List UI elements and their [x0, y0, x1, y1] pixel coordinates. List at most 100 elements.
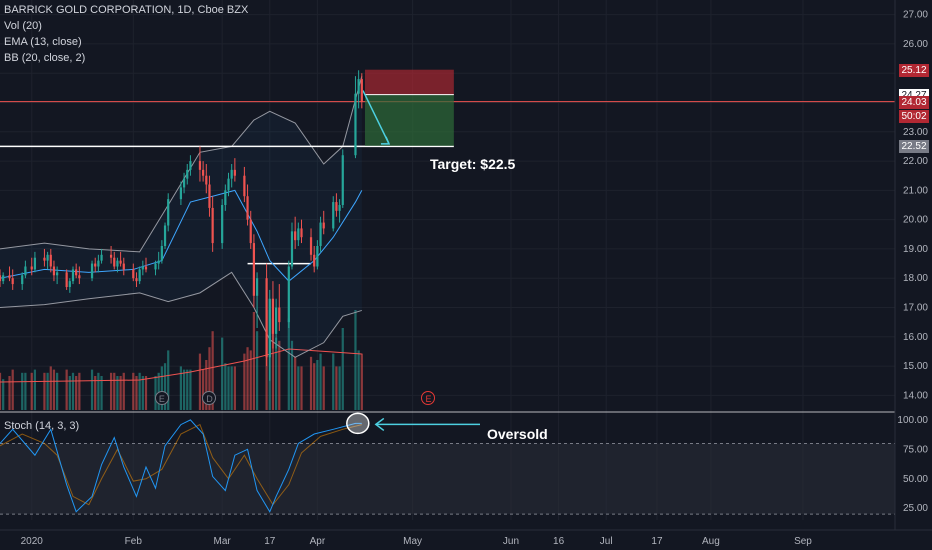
volume-bar	[24, 372, 27, 410]
candle-body	[122, 263, 125, 270]
volume-bar	[294, 356, 297, 410]
candle-body	[255, 278, 259, 296]
oversold-marker	[346, 412, 370, 435]
candle	[182, 172, 186, 194]
price-tick-label: 21.00	[903, 185, 928, 196]
candle	[132, 263, 135, 282]
candle	[157, 251, 160, 270]
price-tick-label: 16.00	[903, 332, 928, 343]
candle	[294, 216, 297, 249]
candle	[287, 260, 290, 328]
candle-body	[275, 307, 278, 334]
candle-body	[182, 178, 186, 188]
oversold-arrow-head	[374, 417, 385, 432]
candle	[322, 210, 325, 235]
candle	[319, 216, 322, 252]
volume-bar	[332, 353, 335, 410]
candle-body	[319, 222, 322, 246]
stoch-tick-label: 50.00	[903, 474, 928, 485]
candle-body	[332, 202, 335, 229]
volume-bar	[309, 356, 313, 410]
volume-bar	[221, 337, 224, 410]
candle-body	[138, 269, 141, 282]
dividend-event-icon[interactable]: D	[202, 391, 217, 405]
indicator-bollinger[interactable]: BB (20, close, 2)	[4, 52, 86, 64]
candle	[33, 251, 37, 273]
indicator-volume[interactable]: Vol (20)	[4, 20, 42, 32]
candle-body	[2, 275, 5, 282]
candle-body	[144, 266, 148, 270]
indicator-ema[interactable]: EMA (13, close)	[4, 36, 82, 48]
volume-bar	[49, 366, 52, 410]
volume-bar	[33, 369, 37, 410]
volume-bar	[132, 372, 135, 410]
candle	[198, 146, 202, 182]
candle-body	[268, 298, 271, 358]
candle-body	[246, 196, 249, 220]
candle	[46, 251, 49, 270]
candle	[332, 196, 335, 232]
volume-bar	[271, 318, 275, 410]
volume-bar	[135, 376, 138, 410]
time-tick-label: 17	[264, 536, 276, 547]
stop-loss-zone	[364, 69, 454, 95]
volume-bar	[68, 376, 71, 410]
candle-body	[249, 219, 252, 244]
volume-bar	[138, 372, 141, 410]
candle	[335, 193, 338, 217]
volume-bar	[11, 369, 14, 410]
earnings-event-icon[interactable]: E	[154, 391, 169, 405]
candle-body	[109, 254, 113, 258]
volume-bar	[287, 318, 290, 410]
volume-bar	[230, 366, 233, 410]
candle-body	[271, 298, 275, 334]
candle	[202, 161, 205, 182]
candle-body	[294, 231, 297, 241]
candle-body	[198, 161, 202, 170]
volume-bar	[46, 372, 49, 410]
profit-zone	[364, 94, 454, 146]
symbol-title[interactable]: BARRICK GOLD CORPORATION, 1D, Cboe BZX	[4, 4, 249, 16]
candle	[297, 222, 300, 246]
volume-bar	[243, 353, 246, 410]
candle	[275, 298, 278, 349]
candle-body	[43, 257, 46, 261]
price-tick-label: 14.00	[903, 390, 928, 401]
candle	[338, 199, 341, 223]
volume-bar	[341, 328, 344, 410]
volume-bar	[141, 376, 144, 410]
volume-bar	[43, 372, 46, 410]
candle	[208, 175, 211, 217]
volume-bar	[208, 347, 211, 410]
earnings-event-icon[interactable]: E	[421, 391, 436, 405]
trade-arrow	[362, 90, 390, 145]
candle	[341, 149, 344, 208]
candle-body	[160, 246, 163, 261]
indicator-stochastic[interactable]: Stoch (14, 3, 3)	[4, 420, 80, 432]
candle	[160, 240, 163, 264]
candle	[90, 260, 94, 282]
volume-bar	[224, 363, 227, 410]
candle-body	[287, 266, 290, 323]
oversold-annotation: Oversold	[487, 426, 548, 442]
volume-bar	[275, 337, 278, 410]
volume-bar	[205, 360, 208, 410]
volume-bar	[313, 363, 316, 410]
candle-body	[78, 275, 81, 279]
candle	[189, 155, 192, 176]
candle	[243, 166, 246, 203]
target-annotation: Target: $22.5	[430, 156, 516, 172]
price-tick-label: 15.00	[903, 361, 928, 372]
candle-body	[211, 207, 214, 244]
candle-body	[357, 79, 360, 94]
candle	[24, 260, 27, 279]
volume-bar	[90, 369, 94, 410]
candle	[179, 181, 183, 205]
volume-bar	[160, 366, 163, 410]
candle	[167, 193, 170, 232]
candle-body	[265, 278, 268, 358]
candle-body	[290, 231, 294, 267]
candle-body	[8, 275, 11, 279]
